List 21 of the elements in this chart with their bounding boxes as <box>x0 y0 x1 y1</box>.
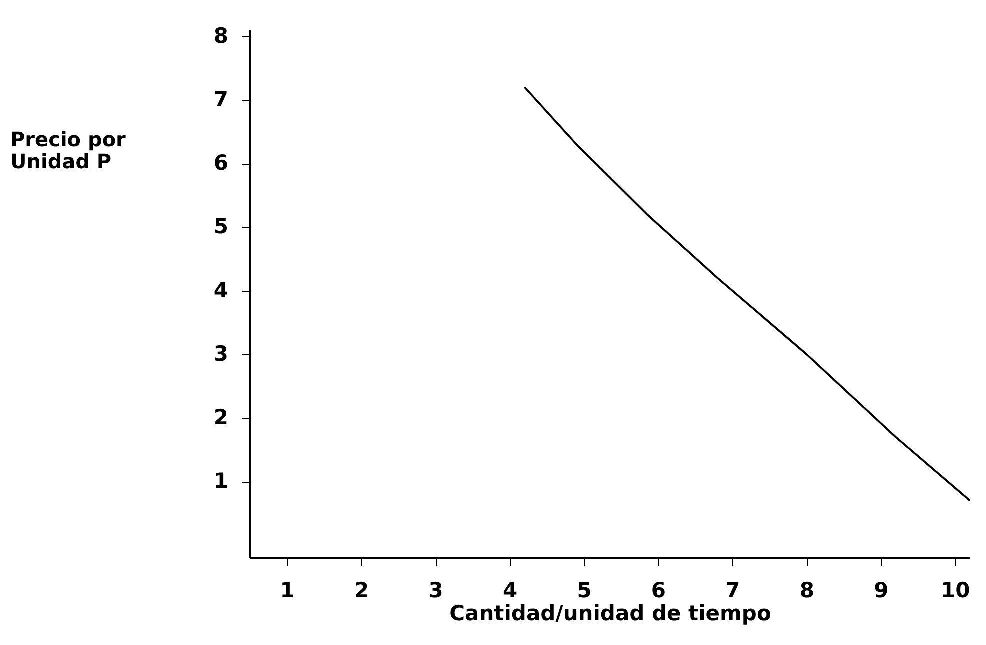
y-tick-label: 2 <box>214 406 228 430</box>
y-tick-label: 4 <box>214 278 228 302</box>
x-tick-label: 8 <box>800 578 815 602</box>
x-tick-label: 6 <box>651 578 666 602</box>
x-tick-label: 3 <box>428 578 444 602</box>
y-tick-label: 5 <box>214 214 228 239</box>
x-axis-title: Cantidad/unidad de tiempo <box>450 602 772 626</box>
y-tick-label: 6 <box>214 151 228 176</box>
y-axis-title: Precio por Unidad P <box>10 128 126 174</box>
x-tick-label: 7 <box>726 578 740 602</box>
x-tick-label: 4 <box>502 578 518 602</box>
y-tick-label: 7 <box>214 87 228 112</box>
x-tick-label: 2 <box>354 578 370 602</box>
x-tick-label: 1 <box>280 578 295 602</box>
x-tick-label: 5 <box>577 578 592 602</box>
y-tick-label: 3 <box>214 342 228 366</box>
x-tick-label: 9 <box>874 578 889 602</box>
line-series <box>524 86 970 502</box>
y-tick-label: 1 <box>214 469 228 494</box>
y-tick-label: 8 <box>214 24 228 48</box>
x-tick-label: 10 <box>941 578 970 602</box>
